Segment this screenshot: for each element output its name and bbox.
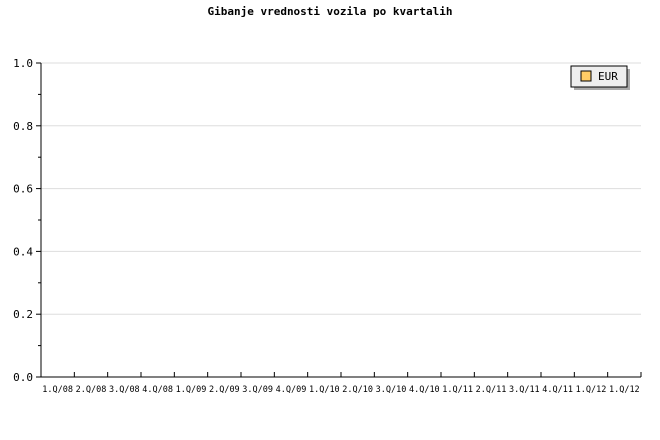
x-tick-label: 3.Q/09 <box>242 385 273 395</box>
x-tick-label: 1.Q/09 <box>176 385 207 395</box>
legend-swatch <box>580 70 592 82</box>
y-tick-label: 1.0 <box>13 57 33 70</box>
x-tick-label: 3.Q/11 <box>509 385 540 395</box>
x-tick-label: 3.Q/08 <box>109 385 140 395</box>
y-tick-label: 0.4 <box>13 245 33 258</box>
x-tick-label: 1.Q/10 <box>309 385 340 395</box>
x-tick-label: 1.Q/12 <box>609 385 640 395</box>
x-tick-label: 4.Q/09 <box>276 385 307 395</box>
x-tick-label: 2.Q/11 <box>476 385 507 395</box>
x-tick-label: 2.Q/10 <box>342 385 373 395</box>
x-tick-label: 1.Q/12 <box>576 385 607 395</box>
x-tick-label: 4.Q/08 <box>142 385 173 395</box>
x-tick-label: 1.Q/08 <box>42 385 73 395</box>
x-tick-label: 2.Q/08 <box>76 385 107 395</box>
x-tick-label: 1.Q/11 <box>442 385 473 395</box>
legend: EUR <box>570 65 630 90</box>
x-tick-label: 3.Q/10 <box>376 385 407 395</box>
x-tick-label: 4.Q/11 <box>542 385 573 395</box>
y-tick-label: 0.2 <box>13 308 33 321</box>
legend-label: EUR <box>598 70 618 83</box>
y-tick-label: 0.8 <box>13 120 33 133</box>
x-tick-label: 4.Q/10 <box>409 385 440 395</box>
chart-title: Gibanje vrednosti vozila po kvartalih <box>207 5 452 18</box>
x-tick-label: 2.Q/09 <box>209 385 240 395</box>
y-tick-label: 0.0 <box>13 371 33 384</box>
y-tick-label: 0.6 <box>13 183 33 196</box>
